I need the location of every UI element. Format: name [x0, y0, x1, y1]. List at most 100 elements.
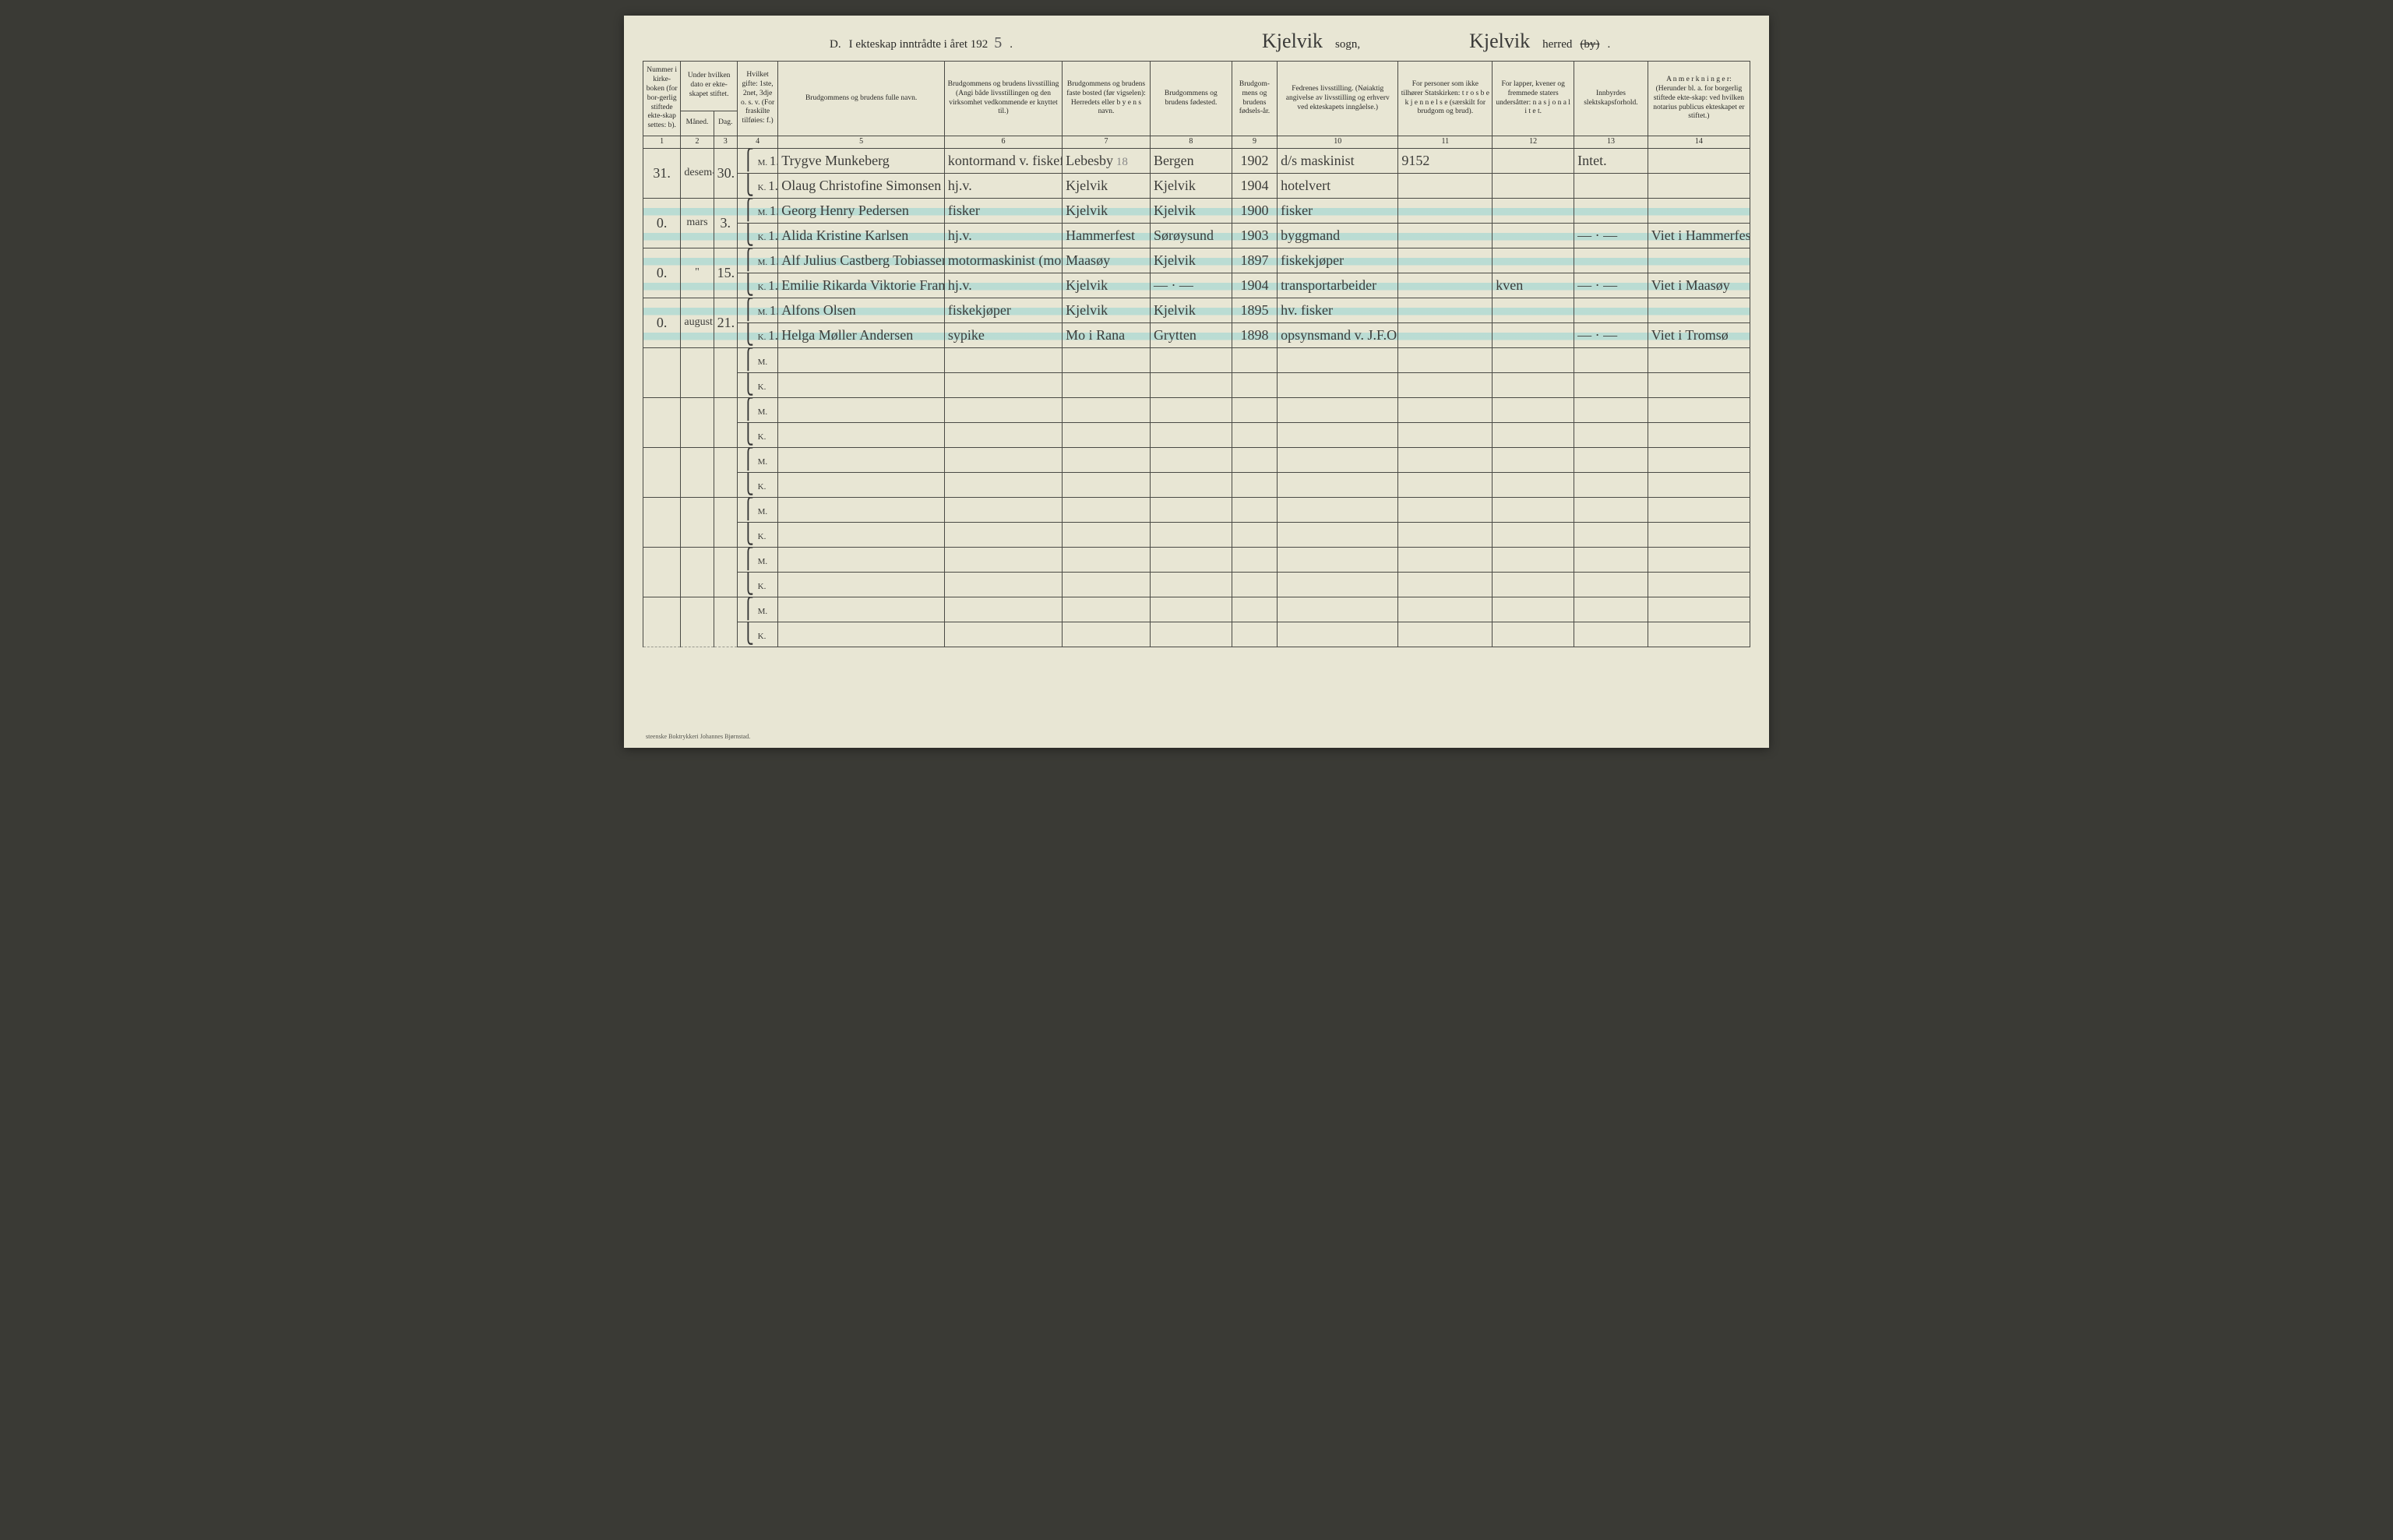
entry-month — [681, 497, 714, 547]
entry-number — [643, 347, 681, 397]
col11 — [1398, 198, 1493, 223]
empty-cell — [778, 372, 945, 397]
entry-month: " — [681, 248, 714, 298]
entry-month — [681, 547, 714, 597]
empty-cell — [1648, 597, 1750, 622]
table-row: ⎩ K. 1.Emilie Rikarda Viktorie Frantzenh… — [643, 273, 1750, 298]
mk-m: ⎧ M. 1. — [737, 248, 777, 273]
bride-birthplace: Grytten — [1150, 322, 1232, 347]
empty-cell — [1398, 597, 1493, 622]
bride-place: Kjelvik — [1063, 173, 1151, 198]
bride-birthplace: Kjelvik — [1150, 173, 1232, 198]
col12 — [1493, 173, 1574, 198]
mk-k: ⎩ K. 1. — [737, 322, 777, 347]
table-row-empty: ⎧ M. — [643, 397, 1750, 422]
empty-cell — [778, 572, 945, 597]
empty-cell — [1150, 472, 1232, 497]
bride-name: Emilie Rikarda Viktorie Frantzen — [778, 273, 945, 298]
empty-cell — [1278, 522, 1398, 547]
col13: — · — — [1574, 322, 1648, 347]
empty-cell — [1232, 522, 1277, 547]
table-row-empty: ⎧ M. — [643, 597, 1750, 622]
entry-month: august — [681, 298, 714, 347]
table-row-empty: ⎩ K. — [643, 522, 1750, 547]
table-row-empty: ⎩ K. — [643, 372, 1750, 397]
col12 — [1493, 298, 1574, 322]
entry-number — [643, 397, 681, 447]
mk-k: ⎩ K. — [737, 472, 777, 497]
groom-place: Maasøy — [1063, 248, 1151, 273]
groom-father-occ: hv. fisker — [1278, 298, 1398, 322]
mk-k: ⎩ K. — [737, 422, 777, 447]
col11 — [1398, 223, 1493, 248]
groom-father-occ: fisker — [1278, 198, 1398, 223]
empty-cell — [944, 522, 1062, 547]
empty-cell — [1150, 397, 1232, 422]
column-number: 3 — [714, 136, 737, 149]
entry-number: 0. — [643, 198, 681, 248]
empty-cell — [1232, 447, 1277, 472]
empty-cell — [944, 372, 1062, 397]
mk-k: ⎩ K. — [737, 622, 777, 647]
bride-father-occ: byggmand — [1278, 223, 1398, 248]
col11 — [1398, 322, 1493, 347]
groom-year: 1902 — [1232, 148, 1277, 173]
table-row: 31.desem-ber30.⎧ M. 1.Trygve Munkebergko… — [643, 148, 1750, 173]
table-row-empty: ⎩ K. — [643, 422, 1750, 447]
empty-cell — [1648, 472, 1750, 497]
empty-cell — [1648, 372, 1750, 397]
col-header-12: For lapper, kvener og fremmede staters u… — [1493, 62, 1574, 136]
entry-month: desem-ber — [681, 148, 714, 198]
by-struck: (by) — [1580, 38, 1599, 51]
empty-cell — [1063, 397, 1151, 422]
empty-cell — [1278, 397, 1398, 422]
mk-m: ⎧ M. — [737, 347, 777, 372]
column-number: 9 — [1232, 136, 1277, 149]
column-number: 4 — [737, 136, 777, 149]
groom-name: Georg Henry Pedersen — [778, 198, 945, 223]
col12 — [1493, 223, 1574, 248]
table-row: ⎩ K. 1.Alida Kristine Karlsenhj.v.Hammer… — [643, 223, 1750, 248]
groom-birthplace: Bergen — [1150, 148, 1232, 173]
empty-cell — [778, 397, 945, 422]
mk-k: ⎩ K. — [737, 372, 777, 397]
groom-year: 1900 — [1232, 198, 1277, 223]
groom-name: Alf Julius Castberg Tobiassen — [778, 248, 945, 273]
bride-occupation: sypike — [944, 322, 1062, 347]
empty-cell — [1574, 597, 1648, 622]
groom-place: Kjelvik — [1063, 298, 1151, 322]
empty-cell — [1648, 522, 1750, 547]
entry-month — [681, 597, 714, 647]
empty-cell — [1398, 472, 1493, 497]
empty-cell — [1574, 572, 1648, 597]
groom-occupation: motormaskinist (motorbaat) — [944, 248, 1062, 273]
empty-cell — [778, 472, 945, 497]
empty-cell — [944, 347, 1062, 372]
empty-cell — [944, 622, 1062, 647]
empty-cell — [1150, 572, 1232, 597]
bride-birthplace: Sørøysund — [1150, 223, 1232, 248]
empty-cell — [1150, 597, 1232, 622]
col12 — [1493, 148, 1574, 173]
empty-cell — [778, 447, 945, 472]
empty-cell — [1493, 497, 1574, 522]
entry-month — [681, 397, 714, 447]
empty-cell — [1398, 372, 1493, 397]
empty-cell — [1493, 572, 1574, 597]
empty-cell — [1398, 522, 1493, 547]
bride-year: 1903 — [1232, 223, 1277, 248]
empty-cell — [1232, 472, 1277, 497]
empty-cell — [1493, 522, 1574, 547]
ledger-table: Nummer i kirke-boken (for bor-gerlig sti… — [643, 61, 1750, 647]
empty-cell — [1232, 597, 1277, 622]
groom-birthplace: Kjelvik — [1150, 298, 1232, 322]
empty-cell — [1398, 447, 1493, 472]
entry-number: 0. — [643, 248, 681, 298]
col13 — [1574, 173, 1648, 198]
col14 — [1648, 198, 1750, 223]
column-number: 8 — [1150, 136, 1232, 149]
empty-cell — [1063, 472, 1151, 497]
col-header-2a: Måned. — [681, 111, 714, 136]
col14 — [1648, 248, 1750, 273]
empty-cell — [1574, 522, 1648, 547]
